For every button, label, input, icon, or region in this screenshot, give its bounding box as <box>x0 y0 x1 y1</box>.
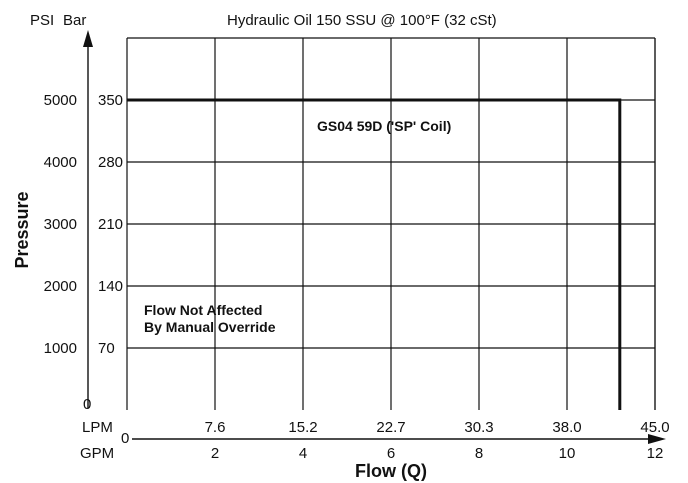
y-tick-psi-2000: 2000 <box>44 278 77 295</box>
x-tick-lpm-5: 45.0 <box>640 419 669 436</box>
y-tick-bar-280: 280 <box>98 154 123 171</box>
y-tick-psi-3000: 3000 <box>44 216 77 233</box>
x-zero-label: 0 <box>121 430 129 447</box>
x-tick-lpm-1: 15.2 <box>288 419 317 436</box>
y-zero-label: 0 <box>83 396 91 413</box>
x-tick-gpm-2: 6 <box>387 445 395 462</box>
x-tick-lpm-4: 38.0 <box>552 419 581 436</box>
y-tick-psi-4000: 4000 <box>44 154 77 171</box>
y-unit-bar-label: Bar <box>63 12 86 29</box>
chart-subtitle: Hydraulic Oil 150 SSU @ 100°F (32 cSt) <box>227 12 497 29</box>
y-tick-psi-1000: 1000 <box>44 340 77 357</box>
axes <box>83 30 666 444</box>
series-label: GS04 59D ('SP' Coil) <box>317 118 451 134</box>
x-tick-lpm-2: 22.7 <box>376 419 405 436</box>
x-tick-gpm-4: 10 <box>559 445 576 462</box>
plot-grid <box>127 37 656 410</box>
y-tick-bar-140: 140 <box>98 278 123 295</box>
x-unit-lpm-label: LPM <box>82 419 113 436</box>
x-axis-title: Flow (Q) <box>355 461 427 481</box>
series-layer <box>127 98 622 410</box>
y-tick-bar-210: 210 <box>98 216 123 233</box>
x-tick-lpm-0: 7.6 <box>205 419 226 436</box>
y-tick-bar-70: 70 <box>98 340 115 357</box>
x-tick-gpm-1: 4 <box>299 445 307 462</box>
y-unit-psi-label: PSI <box>30 12 54 29</box>
x-tick-gpm-0: 2 <box>211 445 219 462</box>
y-tick-psi-5000: 5000 <box>44 92 77 109</box>
x-axis-arrow <box>648 434 666 444</box>
y-tick-bar-350: 350 <box>98 92 123 109</box>
annotation-line-2: By Manual Override <box>144 319 276 335</box>
y-axis-arrow <box>83 30 93 47</box>
x-tick-lpm-3: 30.3 <box>464 419 493 436</box>
x-tick-gpm-3: 8 <box>475 445 483 462</box>
x-unit-gpm-label: GPM <box>80 445 114 462</box>
annotation-line-1: Flow Not Affected <box>144 302 262 318</box>
series-line-0 <box>127 98 622 410</box>
y-axis-title: Pressure <box>12 191 32 268</box>
x-tick-gpm-5: 12 <box>647 445 664 462</box>
